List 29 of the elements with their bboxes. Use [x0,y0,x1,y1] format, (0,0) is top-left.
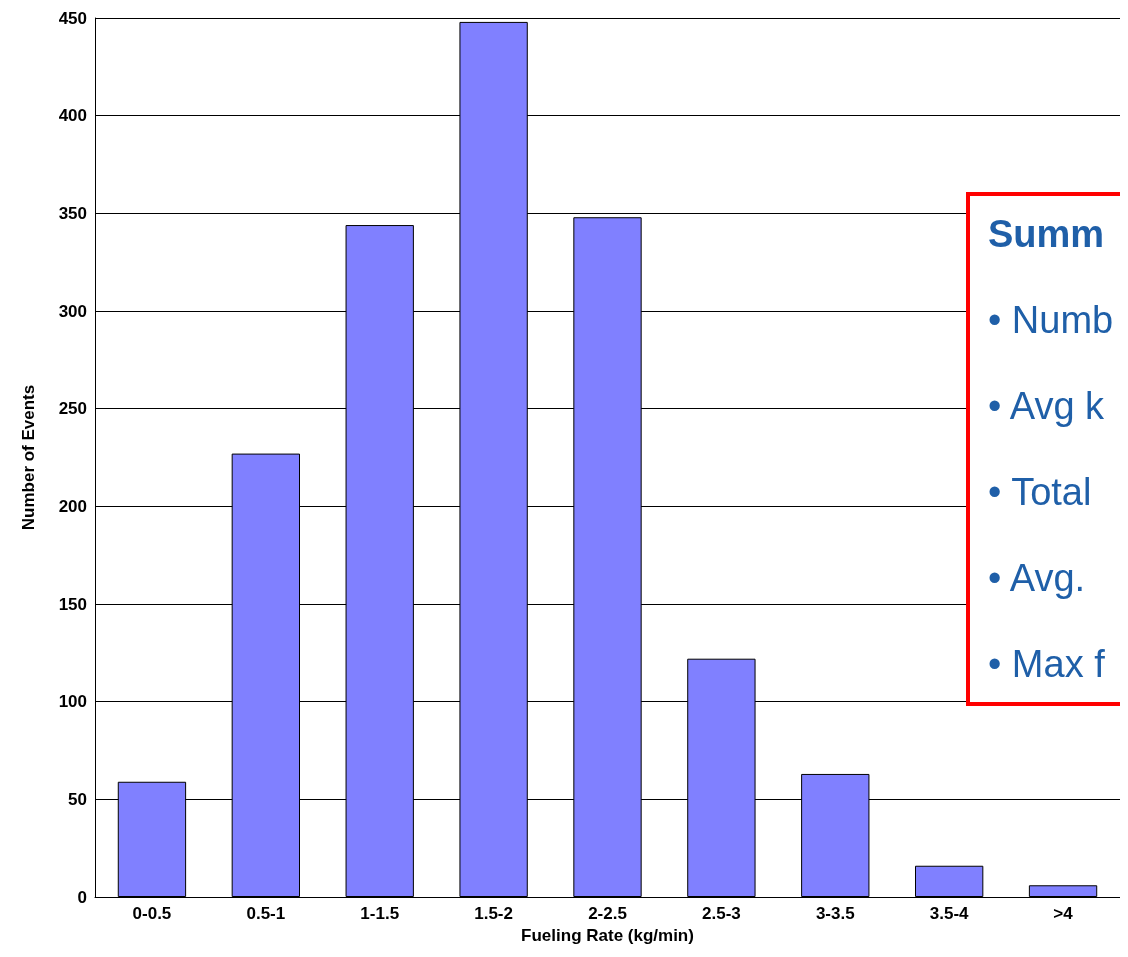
annotation: • Numb [988,299,1114,341]
y-tick-label: 100 [58,692,87,712]
y-tick-label: 150 [58,594,87,614]
y-tick-label: 50 [68,789,87,809]
annotation: • Avg k [988,385,1106,427]
x-tick-label: 2.5-3 [702,904,741,923]
x-tick-label: 1.5-2 [474,904,513,923]
bar [915,865,984,897]
annotation: • Avg. [988,557,1086,599]
y-tick-label: 200 [58,496,87,516]
y-tick-label: 300 [58,301,87,321]
x-tick-label: 0.5-1 [246,904,286,923]
x-tick-label: 1-1.5 [360,904,400,923]
x-tick-label: 3.5-4 [929,904,970,923]
y-tick-label: 400 [58,106,87,126]
x-tick-label: 2-2.5 [588,904,627,923]
y-tick-label: 250 [58,399,87,419]
x-axis-title: Fueling Rate (kg/min) [521,926,694,945]
bar [1028,885,1098,897]
annotation: • Total [988,471,1092,513]
annotation: • Max f [988,643,1106,685]
x-tick-label: 3-3.5 [815,904,855,923]
y-tick-label: 450 [58,8,87,28]
y-axis-title: Number of Events [19,384,38,531]
y-tick-label: 350 [58,203,87,223]
y-tick-label: 0 [77,887,87,907]
annotation: Summ [988,213,1105,255]
x-tick-label: 0-0.5 [132,904,172,923]
x-tick-label: >4 [1053,904,1074,923]
